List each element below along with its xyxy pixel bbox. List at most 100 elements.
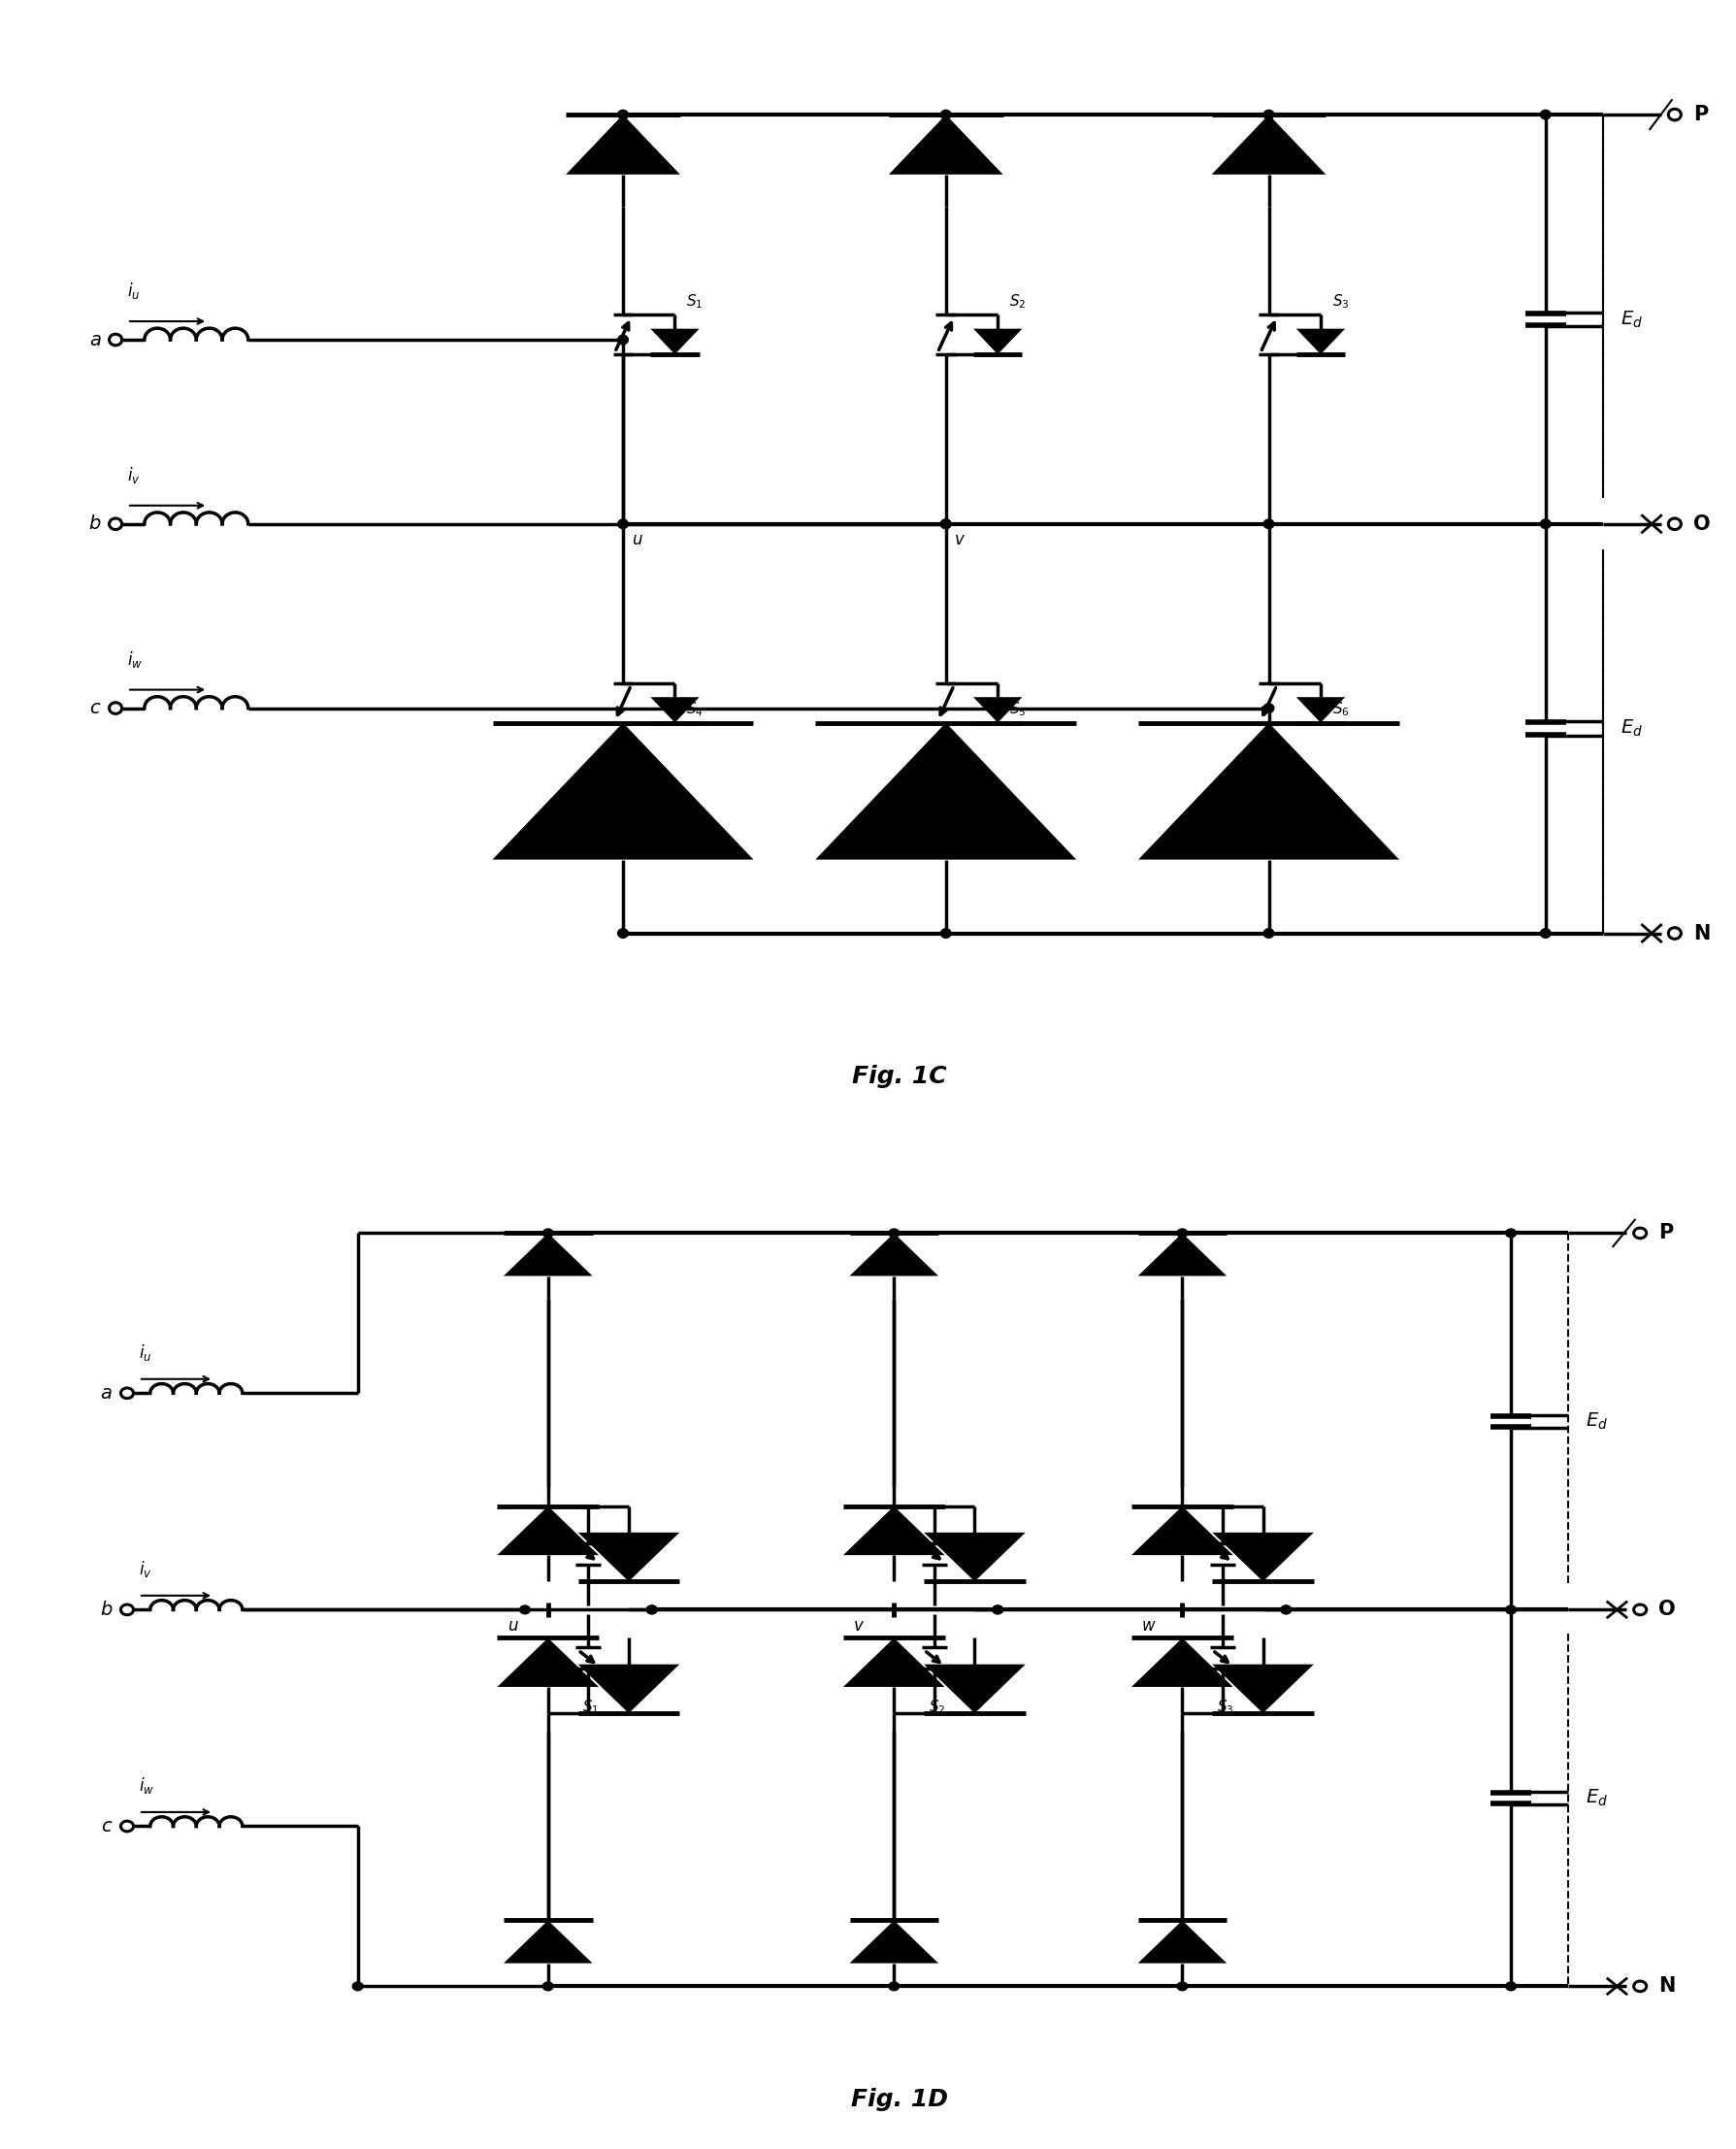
- Polygon shape: [1137, 1921, 1227, 1964]
- Text: $S_3$: $S_3$: [1332, 292, 1349, 312]
- Circle shape: [1540, 928, 1550, 937]
- Polygon shape: [651, 329, 700, 355]
- Text: c: c: [101, 1818, 111, 1835]
- Text: Fig. 1C: Fig. 1C: [852, 1066, 948, 1087]
- Text: u: u: [632, 531, 642, 548]
- Circle shape: [889, 1981, 899, 1990]
- Text: P: P: [1693, 105, 1708, 125]
- Circle shape: [1505, 1229, 1516, 1238]
- Circle shape: [889, 1229, 899, 1238]
- Text: $S_4$: $S_4$: [686, 701, 703, 718]
- Circle shape: [1264, 703, 1274, 713]
- Circle shape: [618, 335, 628, 344]
- Polygon shape: [1137, 1234, 1227, 1277]
- Polygon shape: [924, 1663, 1026, 1713]
- Polygon shape: [844, 1506, 944, 1556]
- Polygon shape: [1139, 722, 1399, 860]
- Polygon shape: [974, 696, 1023, 722]
- Circle shape: [646, 1605, 656, 1614]
- Text: $S_1$: $S_1$: [686, 292, 703, 312]
- Polygon shape: [849, 1234, 939, 1277]
- Text: a: a: [101, 1384, 113, 1403]
- Text: Fig. 1D: Fig. 1D: [851, 2087, 948, 2110]
- Text: w: w: [1278, 756, 1292, 774]
- Circle shape: [1264, 744, 1274, 754]
- Polygon shape: [889, 114, 1003, 174]
- Text: $S_3$: $S_3$: [1217, 1698, 1234, 1715]
- Text: $i_w$: $i_w$: [139, 1775, 155, 1797]
- Polygon shape: [924, 1532, 1026, 1582]
- Circle shape: [1264, 110, 1274, 118]
- Polygon shape: [1212, 1532, 1314, 1582]
- Circle shape: [1281, 1605, 1292, 1614]
- Text: b: b: [89, 516, 101, 533]
- Polygon shape: [844, 1638, 944, 1687]
- Circle shape: [1505, 1605, 1516, 1614]
- Polygon shape: [578, 1663, 679, 1713]
- Polygon shape: [974, 329, 1023, 355]
- Text: c: c: [89, 698, 99, 718]
- Polygon shape: [496, 1506, 599, 1556]
- Polygon shape: [578, 1532, 679, 1582]
- Circle shape: [993, 1605, 1003, 1614]
- Circle shape: [941, 520, 951, 529]
- Text: $E_d$: $E_d$: [1587, 1412, 1608, 1431]
- Text: v: v: [854, 1616, 863, 1633]
- Circle shape: [941, 110, 951, 118]
- Text: u: u: [507, 1616, 517, 1633]
- Polygon shape: [493, 722, 753, 860]
- Text: $S_6$: $S_6$: [1332, 701, 1349, 718]
- Circle shape: [543, 1981, 554, 1990]
- Text: $E_d$: $E_d$: [1587, 1788, 1608, 1807]
- Circle shape: [1281, 1605, 1292, 1614]
- Text: P: P: [1658, 1223, 1674, 1242]
- Circle shape: [1540, 520, 1550, 529]
- Circle shape: [543, 1229, 554, 1238]
- Circle shape: [618, 110, 628, 118]
- Polygon shape: [1132, 1638, 1233, 1687]
- Text: w: w: [1142, 1616, 1154, 1633]
- Polygon shape: [566, 114, 681, 174]
- Polygon shape: [816, 722, 1076, 860]
- Polygon shape: [1132, 1506, 1233, 1556]
- Circle shape: [1264, 928, 1274, 937]
- Circle shape: [646, 1605, 656, 1614]
- Text: $i_v$: $i_v$: [139, 1560, 151, 1580]
- Text: N: N: [1658, 1977, 1675, 1996]
- Text: $S_1$: $S_1$: [583, 1698, 599, 1715]
- Polygon shape: [1297, 329, 1345, 355]
- Text: $E_d$: $E_d$: [1620, 718, 1642, 739]
- Polygon shape: [1212, 114, 1326, 174]
- Polygon shape: [503, 1234, 592, 1277]
- Polygon shape: [496, 1638, 599, 1687]
- Circle shape: [618, 928, 628, 937]
- Polygon shape: [651, 696, 700, 722]
- Text: $S_2$: $S_2$: [1009, 292, 1026, 312]
- Text: $i_u$: $i_u$: [127, 282, 141, 301]
- Text: b: b: [101, 1601, 113, 1618]
- Text: $i_w$: $i_w$: [127, 649, 142, 668]
- Polygon shape: [503, 1921, 592, 1964]
- Text: N: N: [1693, 924, 1710, 943]
- Text: $S_2$: $S_2$: [929, 1698, 946, 1715]
- Circle shape: [1505, 1981, 1516, 1990]
- Circle shape: [993, 1605, 1003, 1614]
- Text: $i_u$: $i_u$: [139, 1343, 151, 1362]
- Polygon shape: [1212, 1663, 1314, 1713]
- Polygon shape: [1297, 696, 1345, 722]
- Circle shape: [941, 928, 951, 937]
- Circle shape: [1177, 1981, 1187, 1990]
- Text: O: O: [1658, 1601, 1675, 1620]
- Circle shape: [1264, 520, 1274, 529]
- Text: $i_v$: $i_v$: [127, 464, 141, 486]
- Circle shape: [941, 520, 951, 529]
- Circle shape: [519, 1605, 529, 1614]
- Circle shape: [352, 1981, 363, 1990]
- Text: a: a: [89, 331, 101, 348]
- Text: O: O: [1693, 514, 1710, 533]
- Text: $S_5$: $S_5$: [1009, 701, 1026, 718]
- Circle shape: [618, 520, 628, 529]
- Text: $E_d$: $E_d$: [1620, 309, 1642, 329]
- Circle shape: [1540, 110, 1550, 118]
- Text: v: v: [955, 531, 965, 548]
